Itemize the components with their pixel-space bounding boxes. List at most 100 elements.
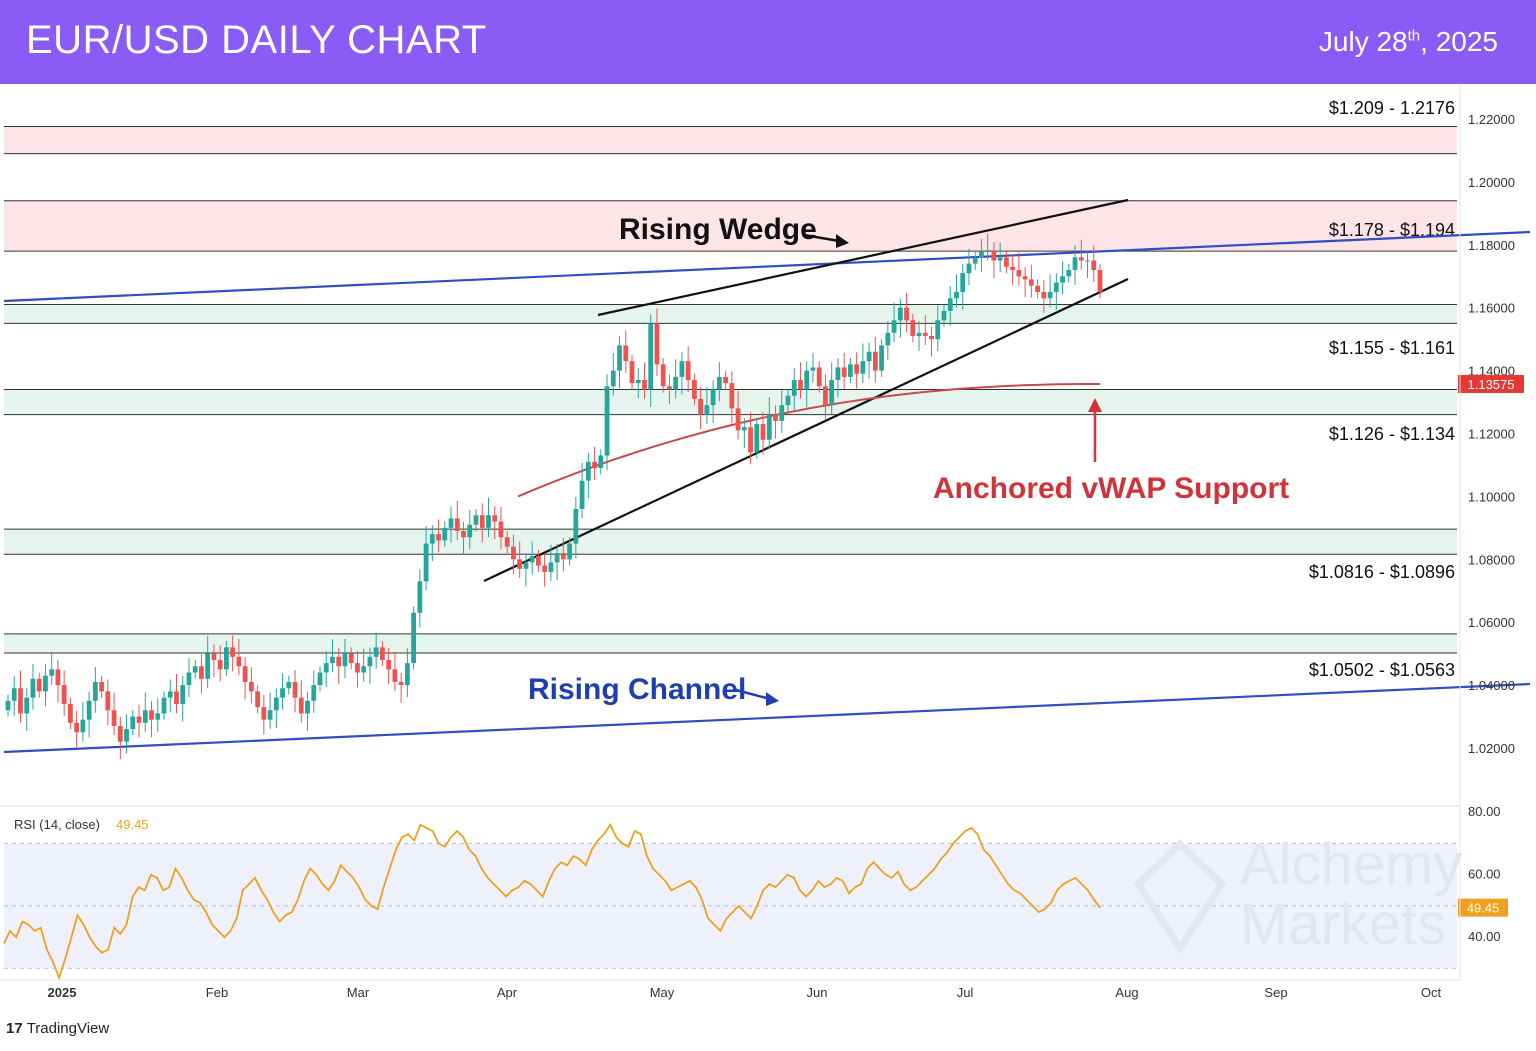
x-tick-label: Jun — [807, 985, 828, 1000]
candle-body — [791, 380, 797, 396]
candle-body — [117, 725, 123, 742]
tradingview-attribution[interactable]: 17 TradingView — [6, 1020, 109, 1037]
tradingview-brand: TradingView — [26, 1020, 110, 1037]
candle-body — [323, 663, 329, 673]
candle-body — [810, 367, 816, 371]
candle-body — [798, 380, 803, 390]
candle-body — [336, 656, 342, 667]
candle-body — [929, 336, 934, 340]
candle-body — [348, 653, 354, 664]
candle-body — [598, 455, 604, 469]
tradingview-logo-icon: 17 — [6, 1020, 23, 1037]
candle-body — [305, 700, 310, 714]
annotations: Rising Wedge Rising Channel Anchored vWAP … — [528, 213, 1289, 706]
candle-body — [610, 370, 616, 387]
candle-body — [454, 518, 460, 531]
candle-body — [623, 345, 629, 362]
candle-body — [18, 688, 23, 714]
candle-body — [872, 351, 878, 371]
candle-body — [461, 530, 466, 538]
y-tick-label: 1.04000 — [1468, 678, 1515, 693]
zone-band-1 — [4, 200, 1457, 252]
candle-body — [835, 367, 841, 381]
watermark-line1: Alchemy — [1240, 832, 1462, 897]
candle-body — [604, 386, 610, 456]
candle-body — [355, 663, 360, 673]
candle-body — [1097, 269, 1103, 292]
candle-body — [199, 666, 204, 679]
candle-body — [392, 669, 398, 682]
x-tick-label: Sep — [1264, 985, 1287, 1000]
rsi-tick-label: 40.00 — [1468, 929, 1501, 944]
candle-body — [174, 691, 179, 704]
candle-body — [24, 697, 30, 714]
candle-body — [554, 553, 560, 563]
candle-body — [991, 251, 997, 261]
candle-body — [49, 669, 55, 676]
candle-body — [1047, 291, 1053, 299]
channel-arrow-head — [766, 692, 779, 706]
candle-body — [161, 697, 167, 714]
channel-upper-line — [3, 230, 1531, 303]
candle-body — [155, 713, 161, 720]
candle-body — [748, 427, 753, 453]
candle-body — [180, 685, 186, 704]
candle-body — [380, 647, 385, 660]
rsi-line — [3, 822, 1101, 981]
candle-body — [186, 672, 192, 686]
candle-body — [922, 332, 928, 337]
candle-body — [286, 681, 292, 689]
candle-body — [723, 376, 728, 384]
candle-body — [667, 386, 672, 390]
candle-body — [124, 729, 129, 742]
candle-body — [11, 688, 17, 701]
candle-body — [916, 332, 922, 337]
candle-body — [779, 405, 785, 421]
candle-body — [205, 653, 211, 679]
zone-label-4: $1.0816 - $1.0896 — [1309, 562, 1455, 582]
candle-body — [716, 376, 722, 390]
candle-body — [511, 546, 516, 560]
candle-body — [273, 697, 279, 711]
axes: 1.22000 1.20000 1.18000 1.16000 1.14000 1.120… — [0, 84, 1524, 1000]
rsi-label: RSI (14, close) — [14, 817, 100, 832]
candle-body — [292, 681, 298, 698]
x-tick-label: 2025 — [48, 985, 77, 1000]
candle-body — [492, 515, 498, 522]
chart-header: EUR/USD DAILY CHART July 28th, 2025 — [0, 0, 1536, 84]
x-tick-label: Apr — [497, 985, 518, 1000]
candle-body — [55, 669, 61, 686]
candle-body — [692, 380, 697, 399]
candle-body — [61, 685, 67, 704]
date-suffix: th — [1407, 27, 1421, 45]
candle-body — [660, 364, 666, 387]
candle-body — [760, 424, 766, 440]
zone-label-5: $1.0502 - $1.0563 — [1309, 660, 1455, 680]
candle-body — [261, 707, 267, 720]
annotation-vwap-support: Anchored vWAP Support — [933, 472, 1289, 505]
candle-body — [1053, 282, 1059, 292]
candle-body — [267, 710, 273, 720]
wedge-upper-line — [597, 198, 1129, 317]
candle-body — [854, 364, 860, 374]
anchored-vwap-line — [517, 383, 1100, 498]
candle-body — [1085, 260, 1090, 262]
candle-body — [635, 380, 641, 384]
candle-body — [629, 361, 635, 384]
candle-body — [1041, 291, 1047, 299]
candle-body — [211, 653, 217, 660]
candle-body — [417, 581, 423, 613]
candle-body — [741, 427, 747, 431]
candle-body — [735, 408, 741, 431]
candle-body — [954, 291, 959, 299]
date-main: July 28 — [1318, 26, 1408, 57]
price-chart[interactable]: $1.209 - 1.2176 $1.178 - $1.194 $1.155 - $… — [0, 84, 1536, 1014]
annotation-rising-channel: Rising Channel — [528, 673, 746, 706]
candle-body — [317, 672, 323, 686]
zone-band-2 — [4, 304, 1457, 324]
chart-date: July 28th, 2025 — [1319, 26, 1498, 58]
rsi-tick-label: 60.00 — [1468, 867, 1501, 882]
candle-body — [848, 364, 853, 377]
candle-body — [280, 688, 285, 698]
